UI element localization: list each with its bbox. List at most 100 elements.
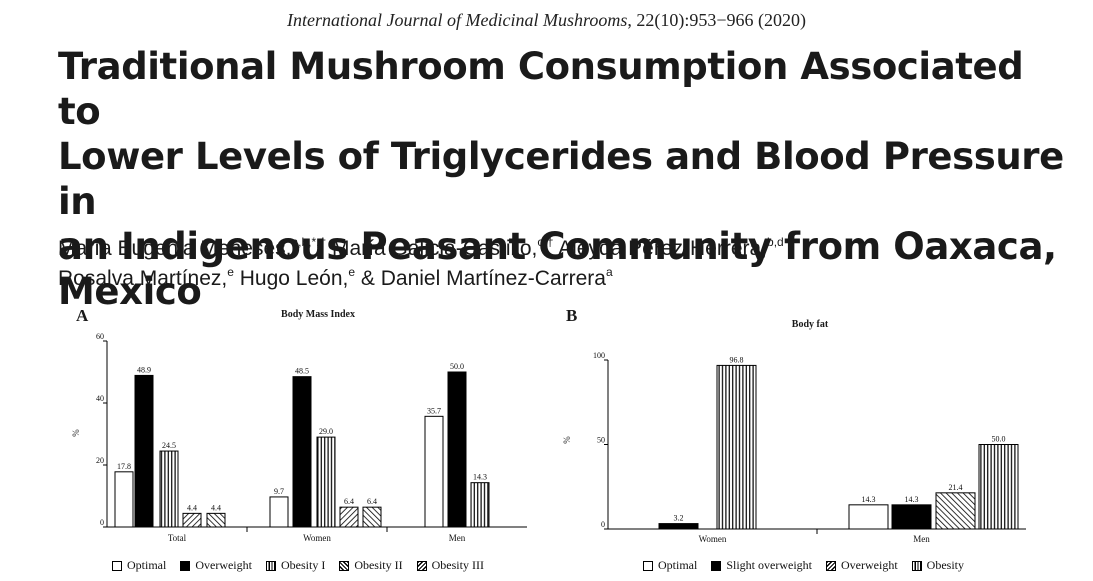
- y-tick-label: 0: [100, 518, 104, 527]
- legend-label: Obesity II: [354, 558, 403, 572]
- bar-value-label: 17.8: [117, 462, 131, 471]
- chart-b: 0 50 100% Women Men 14.3 3.2 14.3 21.4 96.8 50.0: [562, 351, 1026, 544]
- chart-b-legend: Optimal Slight overweight Overweight Obesit…: [643, 558, 978, 573]
- legend-label: Optimal: [658, 558, 698, 572]
- bar-value-label: 48.9: [137, 365, 151, 374]
- legend-swatch: [911, 560, 922, 571]
- bar-value-label: 50.0: [992, 435, 1006, 444]
- bar: [978, 444, 1019, 530]
- author-affiliation: a: [605, 265, 613, 279]
- journal-name: International Journal of Medicinal Mushr…: [287, 10, 628, 30]
- bar: [447, 371, 467, 528]
- chart-a: 0 20 40 60% Total Women Men 17.8 9.7 35.7 48.9 48.5…: [71, 332, 527, 543]
- y-tick-label: 60: [96, 332, 104, 341]
- legend-label: Obesity III: [431, 558, 484, 572]
- chart-b-title: Body fat: [791, 319, 829, 330]
- author-affiliation: a,b,*,†: [291, 235, 327, 249]
- journal-reference: , 22(10):953−966 (2020): [627, 10, 806, 30]
- panel-a-label: A: [76, 306, 89, 325]
- bar: [891, 504, 932, 530]
- legend-item: Obesity: [911, 558, 964, 573]
- author-name: María Eugenia Meneses,: [58, 237, 292, 260]
- legend-item: Slight overweight: [711, 558, 812, 573]
- title-line: Traditional Mushroom Consumption Associa…: [58, 45, 1024, 133]
- panel-b-label: B: [566, 306, 578, 325]
- chart-a-title: Body Mass Index: [281, 309, 355, 320]
- bar: [658, 523, 699, 530]
- bar: [134, 374, 154, 528]
- bar-value-label: 14.3: [905, 495, 919, 504]
- y-tick-label: 40: [96, 394, 104, 403]
- legend-label: Optimal: [127, 558, 167, 572]
- bar-value-label: 9.7: [274, 487, 284, 496]
- bar: [114, 471, 134, 528]
- y-axis-label: %: [71, 429, 81, 437]
- author-name: Hugo León,: [233, 267, 349, 290]
- y-tick-label: 100: [593, 351, 605, 360]
- author-name: Rosalva Martínez,: [58, 267, 228, 290]
- bar: [716, 364, 757, 530]
- category-label: Total: [168, 533, 187, 543]
- bar-value-label: 35.7: [427, 406, 441, 415]
- legend-swatch: [711, 560, 722, 571]
- journal-citation: International Journal of Medicinal Mushr…: [0, 10, 1093, 31]
- legend-item: Overweight: [180, 558, 252, 573]
- title-line: Lower Levels of Triglycerides and Blood …: [58, 135, 1064, 223]
- category-label: Men: [913, 534, 930, 544]
- bar: [848, 504, 889, 530]
- bar-value-label: 4.4: [187, 503, 197, 512]
- bar-value-label: 14.3: [862, 495, 876, 504]
- bar-value-label: 96.8: [730, 355, 744, 364]
- legend-label: Obesity I: [280, 558, 326, 572]
- author-name: & Daniel Martínez-Carrera: [355, 267, 606, 290]
- y-tick-label: 0: [601, 520, 605, 529]
- legend-swatch: [826, 560, 836, 571]
- legend-swatch: [339, 560, 350, 571]
- bar-value-label: 3.2: [674, 514, 684, 523]
- legend-swatch: [416, 560, 427, 571]
- author-name: María Galicia-Castillo,: [326, 237, 538, 260]
- category-label: Women: [699, 534, 727, 544]
- bar: [269, 496, 289, 528]
- legend-item: Obesity III: [416, 558, 484, 573]
- bar: [292, 376, 312, 528]
- author-affiliation: e: [348, 265, 356, 279]
- legend-label: Overweight: [841, 558, 898, 572]
- bar-value-label: 24.5: [162, 441, 176, 450]
- legend-item: Optimal: [112, 558, 166, 573]
- bar-value-label: 48.5: [295, 367, 309, 376]
- y-tick-label: 50: [597, 436, 605, 445]
- bar: [935, 492, 976, 530]
- bar: [316, 436, 336, 528]
- bar: [424, 415, 444, 528]
- bar: [206, 512, 226, 528]
- legend-swatch: [265, 560, 276, 571]
- author-list: María Eugenia Meneses,a,b,*,† María Gali…: [58, 234, 1058, 294]
- article-title: Traditional Mushroom Consumption Associa…: [58, 44, 1078, 314]
- y-axis-label: %: [562, 436, 572, 444]
- author-name: Aleyda Pérez-Herrera,: [553, 237, 768, 260]
- bar: [159, 450, 179, 528]
- bar-value-label: 4.4: [211, 503, 221, 512]
- chart-a-legend: Optimal Overweight Obesity I Obesity II Obes…: [112, 558, 498, 573]
- legend-label: Overweight: [195, 558, 252, 572]
- bar: [470, 482, 490, 528]
- bar-value-label: 50.0: [450, 362, 464, 371]
- bar-value-label: 29.0: [319, 427, 333, 436]
- author-affiliation: c,†: [537, 235, 554, 249]
- title-line: an Indigenous Peasant Community from Oax…: [58, 225, 1057, 268]
- bar: [182, 512, 202, 528]
- bar: [339, 506, 359, 528]
- legend-label: Slight overweight: [726, 558, 812, 572]
- category-label: Women: [303, 533, 331, 543]
- legend-item: Obesity I: [265, 558, 326, 573]
- category-label: Men: [449, 533, 466, 543]
- title-line: Mexico: [58, 270, 202, 313]
- bar: [362, 506, 382, 528]
- legend-swatch: [112, 560, 122, 571]
- bar-value-label: 21.4: [949, 483, 963, 492]
- legend-item: Overweight: [826, 558, 898, 573]
- legend-swatch: [180, 560, 191, 571]
- legend-item: Obesity II: [339, 558, 403, 573]
